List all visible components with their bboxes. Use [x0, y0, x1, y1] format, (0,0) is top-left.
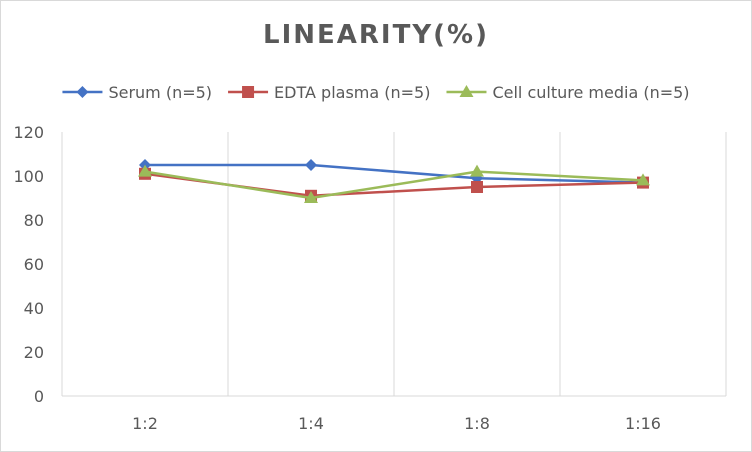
legend-label: EDTA plasma (n=5) — [274, 83, 430, 102]
y-tick-label: 0 — [34, 387, 44, 406]
y-tick-label: 80 — [24, 211, 44, 230]
series-3 — [138, 164, 650, 203]
legend-swatch-marker — [76, 86, 89, 98]
legend-item: EDTA plasma (n=5) — [228, 83, 430, 102]
legend-swatch-marker — [242, 86, 255, 98]
x-tick-label: 1:2 — [132, 414, 158, 433]
series-group — [138, 159, 650, 203]
series-line — [145, 163, 644, 184]
data-point — [471, 181, 483, 193]
y-tick-label: 120 — [13, 123, 44, 142]
x-tick-label: 1:8 — [464, 414, 490, 433]
legend-label: Serum (n=5) — [108, 83, 212, 102]
legend-swatch-marker — [459, 85, 474, 97]
series-line — [144, 170, 644, 200]
data-point — [304, 191, 318, 203]
legend-item: Serum (n=5) — [62, 83, 212, 102]
legend-item: Cell culture media (n=5) — [446, 83, 690, 102]
y-tick-label: 20 — [24, 343, 44, 362]
y-tick-label: 100 — [13, 167, 44, 186]
data-point — [305, 159, 317, 171]
data-point — [470, 164, 484, 177]
x-tick-label: 1:16 — [625, 414, 661, 433]
chart-title: LINEARITY(%) — [263, 20, 489, 50]
x-tick-label: 1:4 — [298, 414, 324, 433]
data-point — [138, 164, 152, 177]
axes: 0 20 40 60 80 100 120 1:2 1:4 1:8 1:16 — [13, 123, 726, 433]
legend: Serum (n=5) EDTA plasma (n=5) Cell culture… — [62, 83, 690, 102]
data-point — [636, 173, 650, 186]
y-tick-label: 40 — [24, 299, 44, 318]
legend-label: Cell culture media (n=5) — [492, 83, 689, 102]
y-tick-label: 60 — [24, 255, 44, 274]
